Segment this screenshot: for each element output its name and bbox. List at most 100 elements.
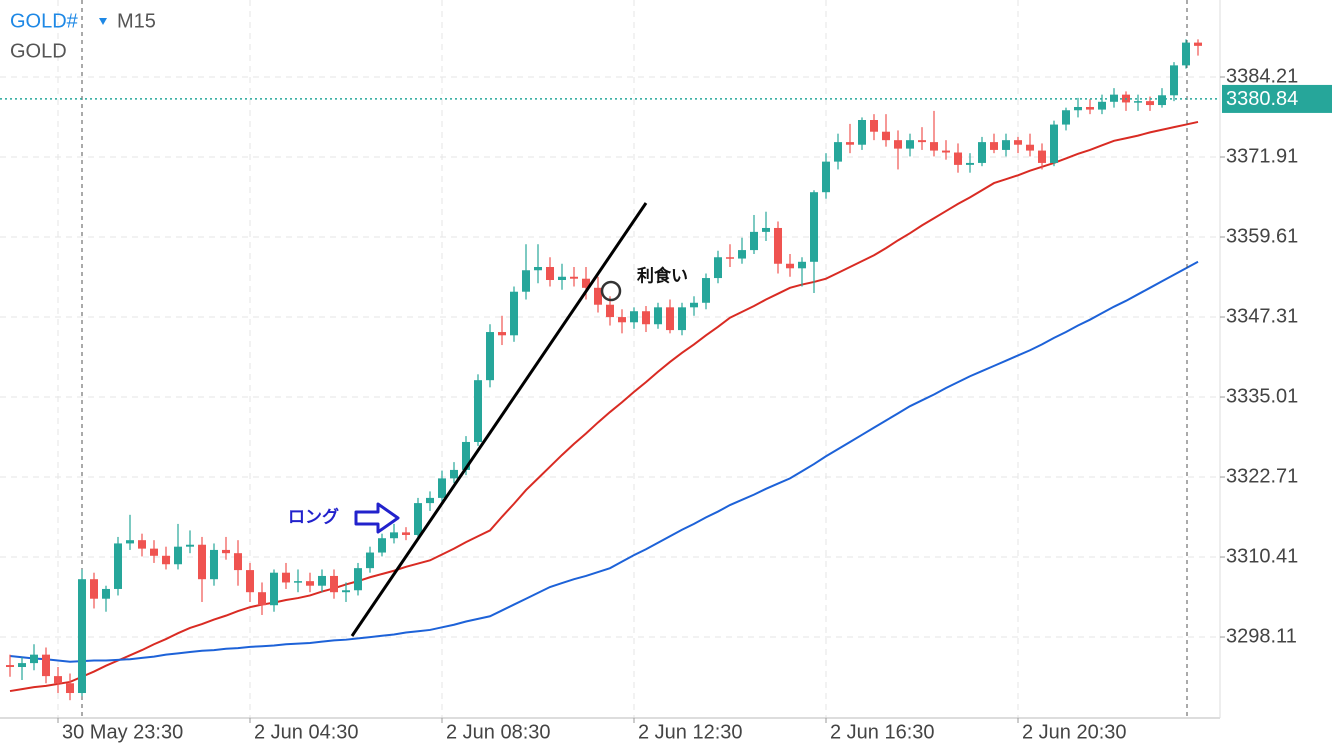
candle-body <box>510 291 518 336</box>
candle-body <box>558 276 566 281</box>
moving-average <box>9 260 1199 663</box>
candle-body <box>258 592 266 606</box>
candle-body <box>102 588 110 599</box>
candle-body <box>666 307 674 331</box>
candle-body <box>366 552 374 569</box>
candle-body <box>750 231 758 251</box>
candle-body <box>234 553 242 571</box>
candle-body <box>18 663 26 668</box>
candle-body <box>894 140 902 149</box>
candle-body <box>462 441 470 470</box>
candle-body <box>990 142 998 150</box>
candle-body <box>198 544 206 580</box>
candle-body <box>846 142 854 145</box>
grid <box>0 0 1220 718</box>
candle-body <box>1074 106 1082 111</box>
candle-body <box>690 302 698 308</box>
candle-body <box>630 311 638 323</box>
candle-body <box>330 575 338 593</box>
long-label: ロング <box>288 506 339 526</box>
exit-marker <box>600 280 622 302</box>
candle-body <box>150 548 158 556</box>
candle-body <box>1182 42 1190 66</box>
description: GOLD <box>10 40 67 62</box>
candle-body <box>186 544 194 547</box>
candle-body <box>726 257 734 259</box>
candle-body <box>390 532 398 539</box>
candle-body <box>474 380 482 442</box>
candle-body <box>294 581 302 583</box>
candle-body <box>222 549 230 554</box>
candle-body <box>810 192 818 262</box>
candle-body <box>426 497 434 504</box>
candle-body <box>798 261 806 269</box>
current-price-label: 3380.84 <box>1226 88 1298 110</box>
moving-averages <box>9 120 1199 693</box>
candle-body <box>42 654 50 677</box>
candle-body <box>438 478 446 498</box>
y-tick-label: 3359.61 <box>1226 225 1298 247</box>
candle-body <box>834 142 842 162</box>
y-tick-label: 3371.91 <box>1226 145 1298 167</box>
candle-body <box>282 572 290 583</box>
y-tick-label: 3310.41 <box>1226 545 1298 567</box>
y-tick-label: 3347.31 <box>1226 305 1298 327</box>
candle-body <box>978 142 986 163</box>
candle-body <box>642 311 650 325</box>
candle-body <box>1110 94 1118 102</box>
candle-body <box>534 266 542 271</box>
candle-body <box>654 307 662 325</box>
candles <box>6 39 1202 701</box>
candle-body <box>1026 144 1034 151</box>
take-profit-label: 利食い <box>637 265 688 285</box>
candle-body <box>774 227 782 264</box>
candle-body <box>678 307 686 331</box>
candle-body <box>522 270 530 292</box>
candle-body <box>546 266 554 281</box>
y-tick-label: 3322.71 <box>1226 465 1298 487</box>
candle-body <box>870 120 878 132</box>
candle-body <box>486 332 494 381</box>
candle-body <box>918 140 926 143</box>
candle-body <box>1050 124 1058 163</box>
y-tick-label: 3298.11 <box>1226 625 1297 647</box>
candle-body <box>414 503 422 535</box>
candle-body <box>402 532 410 535</box>
x-tick-label: 2 Jun 08:30 <box>446 721 551 743</box>
axes: 3298.11 3310.41 3322.71 3335.01 3347.31 3359.… <box>57 65 1298 743</box>
candle-body <box>1134 101 1142 103</box>
candle-body <box>702 278 710 303</box>
candle-body <box>90 579 98 599</box>
timeframe: M15 <box>117 10 156 32</box>
candle-body <box>174 546 182 565</box>
candle-body <box>114 543 122 589</box>
candle-body <box>1146 101 1154 106</box>
candle-body <box>1194 42 1202 46</box>
candle-body <box>582 278 590 288</box>
candle-body <box>378 538 386 553</box>
candle-body <box>1158 95 1166 106</box>
symbol: GOLD# <box>10 10 79 32</box>
candle-body <box>618 317 626 323</box>
y-tick-label: 3335.01 <box>1226 385 1298 407</box>
candle-body <box>858 120 866 145</box>
candle-body <box>210 549 218 580</box>
candle-body <box>606 304 614 318</box>
candle-body <box>246 570 254 593</box>
candle-body <box>30 654 38 664</box>
dropdown-icon[interactable] <box>99 18 107 25</box>
candle-body <box>1038 150 1046 163</box>
x-tick-label: 2 Jun 04:30 <box>254 721 359 743</box>
candle-body <box>954 152 962 165</box>
candle-body <box>738 250 746 259</box>
candle-body <box>498 332 506 336</box>
candle-body <box>1086 106 1094 110</box>
candle-body <box>714 257 722 279</box>
candle-body <box>966 162 974 165</box>
candle-body <box>594 287 602 305</box>
current-price-box <box>1222 84 1332 113</box>
candle-body <box>6 665 14 668</box>
candle-body <box>1098 101 1106 110</box>
